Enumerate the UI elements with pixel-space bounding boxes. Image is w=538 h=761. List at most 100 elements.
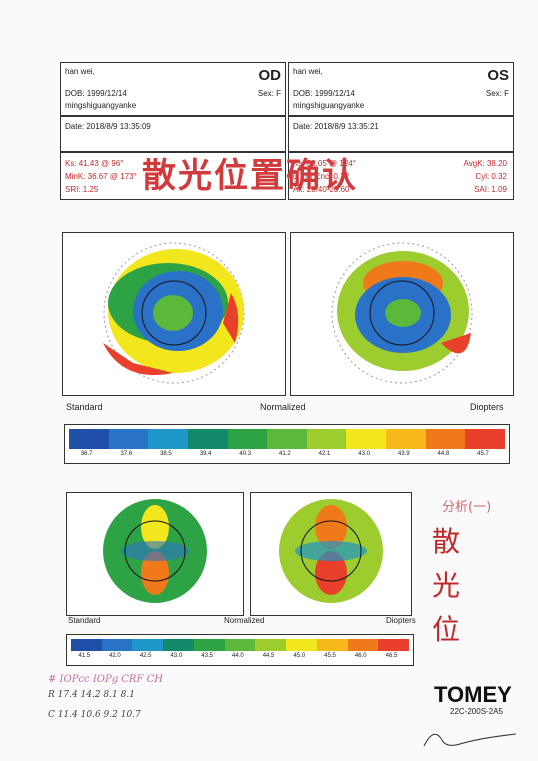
scale2-swatch: [101, 639, 133, 651]
color-scale-1: 36.7 37.6 38.5 39.4 40.3 41.2 42.1 43.0 43.9 44.8…: [64, 424, 510, 464]
os-clinic: mingshiguangyanke: [293, 101, 365, 110]
handwritten-row1: R 17.4 14.2 8.1 8.1: [48, 690, 135, 700]
os-cyl: Cyl: 0.32: [475, 172, 507, 181]
scale2-label: 41.5: [78, 653, 91, 659]
side-note-header: 分析(一): [442, 500, 492, 515]
os-astig-map: [250, 492, 412, 616]
scale1-label: 43.9: [397, 451, 410, 457]
scale2-swatch: [71, 639, 102, 651]
scale1-swatch: [425, 429, 466, 449]
os-k-row1: Ks: 38.05 @ 124°: [293, 159, 356, 168]
scale2-label: 43.0: [170, 653, 183, 659]
scale1-swatch: [465, 429, 505, 449]
scale2-label: 44.0: [232, 653, 244, 659]
os-avgk: AvgK: 38.20: [463, 159, 507, 168]
label-diopters-2: Diopters: [386, 616, 416, 625]
scale2-swatch: [316, 639, 348, 651]
os-date-box: Date: 2018/8/9 13:35:21: [288, 116, 514, 152]
od-clinic: mingshiguangyanke: [65, 101, 137, 110]
scale1-swatch: [227, 429, 268, 449]
scale1-label: 40.3: [239, 451, 252, 457]
side-note-char: 位: [432, 613, 461, 646]
label-normalized-1: Normalized: [260, 402, 306, 412]
os-topography-map: [290, 232, 514, 396]
label-normalized-2: Normalized: [224, 616, 265, 625]
scale2-swatch: [378, 639, 409, 651]
od-astig-graphic: [103, 499, 207, 603]
scale1-swatch: [267, 429, 307, 449]
os-astig-graphic: [279, 499, 383, 603]
label-standard-1: Standard: [66, 402, 103, 412]
side-note-char: 光: [432, 569, 461, 602]
od-map-graphic: [103, 242, 245, 384]
label-standard-2: Standard: [68, 616, 101, 625]
scale2-label: 43.5: [201, 653, 213, 659]
scale1-swatch: [187, 429, 228, 449]
stamp-text: 散光位置确认: [142, 156, 358, 196]
scale2-label: 44.5: [262, 653, 275, 659]
os-patient-name: han wei,: [293, 67, 323, 76]
scale1-swatch: [148, 429, 188, 449]
scale2-label: 45.0: [293, 653, 306, 659]
scale1-label: 38.5: [160, 451, 172, 457]
scale1-swatch: [69, 429, 109, 449]
od-date: Date: 2018/8/9 13:35:09: [65, 122, 151, 131]
od-patient-name: han wei,: [65, 67, 95, 76]
os-date: Date: 2018/8/9 13:35:21: [293, 122, 379, 131]
scale1-swatch: [386, 429, 426, 449]
scale2-label: 46.5: [385, 653, 398, 659]
scale1-swatch: [306, 429, 347, 449]
scale2-swatch: [286, 639, 317, 651]
os-sai: SAI: 1.09: [474, 185, 507, 194]
os-dob: DOB: 1999/12/14: [293, 89, 355, 98]
scale1-swatch: [346, 429, 387, 449]
od-patient-box: han wei, OD DOB: 1999/12/14 Sex: F mings…: [60, 62, 286, 116]
scale2-label: 42.5: [139, 653, 152, 659]
os-k-row2: 0.77 / Enc: 0.72: [293, 172, 350, 181]
scale1-label: 39.4: [199, 451, 212, 457]
side-note-chars: 散光位: [432, 520, 472, 652]
scale2-swatch: [193, 639, 225, 651]
side-note-char: 散: [432, 525, 461, 558]
label-diopters-1: Diopters: [470, 402, 504, 412]
scale2-swatch: [132, 639, 164, 651]
od-eye-label: OD: [258, 67, 282, 84]
scale1-label: 43.0: [358, 451, 370, 457]
os-patient-box: han wei, OS DOB: 1999/12/14 Sex: F mings…: [288, 62, 514, 116]
scale2-label: 42.0: [109, 653, 121, 659]
od-date-box: Date: 2018/8/9 13:35:09: [60, 116, 286, 152]
scale1-label: 41.2: [279, 451, 291, 457]
scale2-swatch: [255, 639, 287, 651]
od-dob: DOB: 1999/12/14: [65, 89, 127, 98]
scale2-swatch: [347, 639, 379, 651]
scale1-label: 42.1: [318, 451, 331, 457]
os-index-box: Ks: 38.05 @ 124° 0.77 / Enc: 0.72 Ax: 20…: [288, 152, 514, 200]
od-k-row2: MinK: 36.67 @ 173°: [65, 172, 137, 181]
scale2-label: 46.0: [354, 653, 367, 659]
brand-logo: TOMEY: [434, 682, 512, 707]
od-astig-map: [66, 492, 244, 616]
os-map-graphic: [331, 242, 473, 384]
handwritten-header: # IOPcc IOPg CRF CH: [48, 674, 163, 685]
color-scale-2: 41.5 42.0 42.5 43.0 43.5 44.0 44.5 45.0 45.5 46.0…: [66, 634, 414, 666]
scale2-swatch: [224, 639, 256, 651]
scale1-label: 36.7: [80, 451, 93, 457]
od-k-row3: SRI: 1.25: [65, 185, 99, 194]
scale1-swatch: [108, 429, 149, 449]
os-sex: Sex: F: [485, 89, 509, 98]
brand-code: 22C-200S-2A5: [450, 707, 503, 716]
os-eye-label: OS: [487, 67, 509, 84]
scale1-label: 45.7: [477, 451, 489, 457]
scale2-label: 45.5: [324, 653, 336, 659]
handwritten-row2: C 11.4 10.6 9.2 10.7: [48, 710, 141, 720]
od-index-box: Ks: 41.43 @ 96° MinK: 36.67 @ 173° SRI: …: [60, 152, 286, 200]
scale2-swatch: [163, 639, 194, 651]
od-topography-map: [62, 232, 286, 396]
scale1-label: 37.6: [120, 451, 133, 457]
signature-scribble: [423, 733, 517, 747]
scale1-label: 44.8: [437, 451, 450, 457]
os-k-row3: Ax: 20.40-20.60: [293, 185, 350, 194]
od-sex: Sex: F: [257, 89, 281, 98]
od-k-row1: Ks: 41.43 @ 96°: [65, 159, 124, 168]
